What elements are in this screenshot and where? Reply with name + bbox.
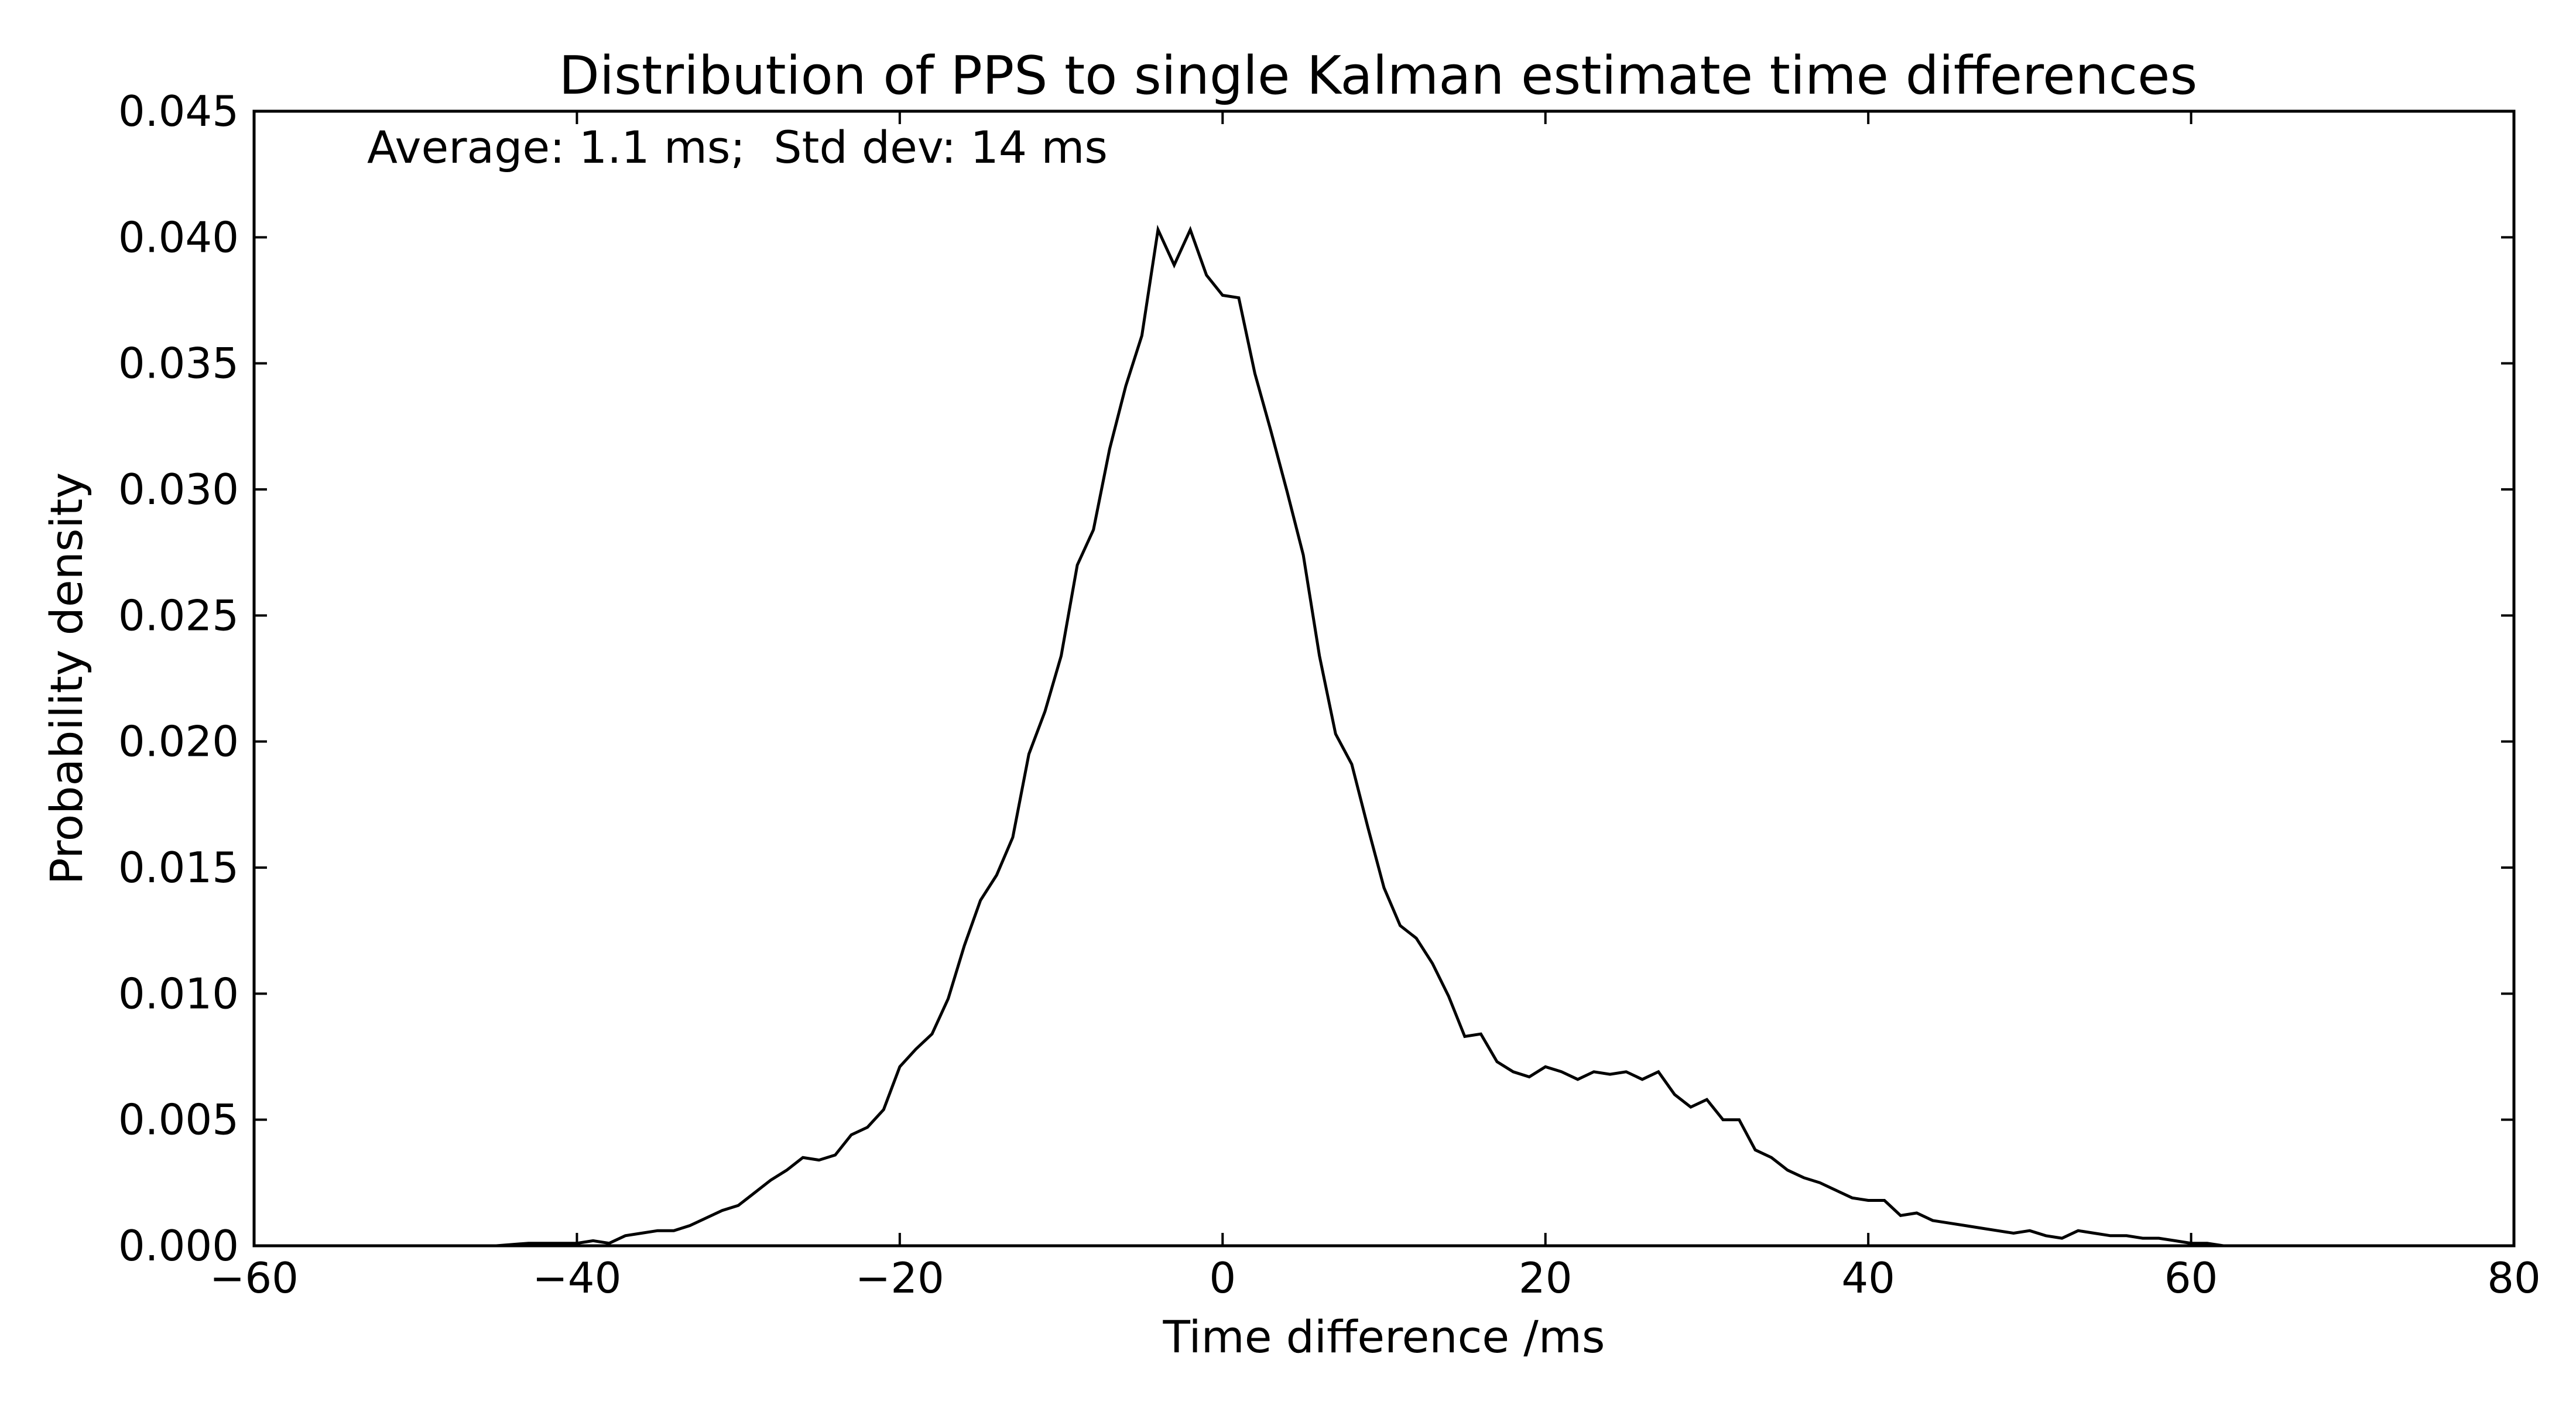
plot-frame: [252, 109, 2516, 1248]
y-tick-label: 0.030: [118, 465, 239, 514]
chart-title: Distribution of PPS to single Kalman est…: [559, 45, 2198, 107]
x-tick-label: 20: [1519, 1253, 1573, 1303]
x-tick-label: −20: [855, 1253, 944, 1303]
x-tick-label: 60: [2164, 1253, 2218, 1303]
y-tick-label: 0.020: [118, 717, 239, 766]
y-tick-label: 0.015: [118, 843, 239, 892]
y-tick-labels: 0.000 0.005 0.010 0.015 0.020 0.025 0.030 0.035…: [118, 87, 239, 1270]
y-tick-label: 0.010: [118, 969, 239, 1018]
y-tick-label: 0.045: [118, 87, 239, 136]
y-tick-label: 0.000: [118, 1221, 239, 1270]
y-tick-label: 0.035: [118, 339, 239, 388]
y-axis-label: Probability density: [40, 472, 93, 885]
x-tick-label: 80: [2487, 1253, 2541, 1303]
x-tick-label: −40: [532, 1253, 621, 1303]
series-line: [415, 224, 2417, 1248]
x-tick-label: 0: [1209, 1253, 1236, 1303]
y-tick-label: 0.040: [118, 213, 239, 262]
x-tick-label: −60: [210, 1253, 299, 1303]
y-tick-label: 0.005: [118, 1095, 239, 1144]
stats-annotation: Average: 1.1 ms; Std dev: 14 ms: [367, 121, 1108, 173]
x-tick-label: 40: [1841, 1253, 1895, 1303]
y-tick-label: 0.025: [118, 591, 239, 640]
x-tick-labels: −60 −40 −20 0 20 40 60 80: [210, 1253, 2541, 1303]
x-axis-label: Time difference /ms: [1162, 1311, 1605, 1363]
